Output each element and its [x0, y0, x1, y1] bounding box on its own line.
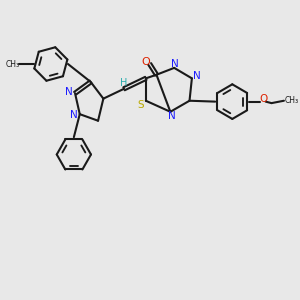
Text: O: O: [259, 94, 267, 103]
Text: N: N: [193, 71, 201, 81]
Text: N: N: [65, 87, 73, 97]
Text: H: H: [120, 78, 127, 88]
Text: CH₃: CH₃: [284, 96, 298, 105]
Text: N: N: [168, 111, 176, 121]
Text: CH₃: CH₃: [5, 59, 20, 68]
Text: S: S: [137, 100, 144, 110]
Text: N: N: [70, 110, 78, 120]
Text: N: N: [171, 59, 178, 69]
Text: O: O: [141, 57, 150, 67]
